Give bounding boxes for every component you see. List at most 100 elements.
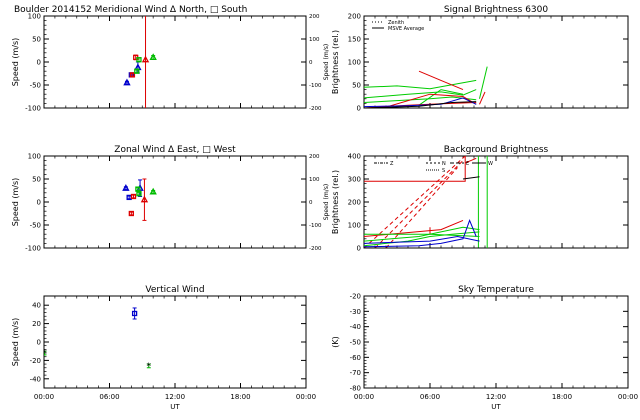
series-line (364, 219, 477, 248)
data-point-square (131, 310, 138, 317)
x-axis-label: UT (491, 403, 501, 411)
y-tick-label: 50 (32, 36, 41, 44)
series-line (364, 101, 477, 108)
panel-title: Zonal Wind Δ East, □ West (114, 145, 236, 155)
y-right-tick-label: -100 (309, 223, 322, 229)
series-line (364, 79, 477, 90)
y-tick-label: -50 (350, 339, 361, 347)
panel-title: Vertical Wind (145, 285, 204, 295)
y-right-tick-label: -200 (309, 106, 322, 112)
data-point-square (134, 68, 140, 74)
legend-label: W (488, 161, 493, 167)
data-point-triangle (141, 55, 150, 63)
y-axis-label: Speed (m/s) (11, 178, 20, 227)
y-tick-label: 100 (348, 222, 361, 230)
panel-signal: Signal Brightness 6300 200 150 100 50 0 Bright… (331, 5, 629, 113)
y-tick-label: 200 (348, 199, 361, 207)
y-tick-label: -100 (25, 245, 41, 253)
y-right-tick-label: 100 (309, 177, 320, 183)
y-right-tick-label: 100 (309, 37, 320, 43)
panel-skytemp: Sky Temperature-20-30-40-50-60-70-8000:0… (331, 285, 638, 411)
data-point-square (136, 191, 142, 197)
y-tick-label: -50 (30, 82, 41, 90)
data-point-square (130, 193, 137, 200)
x-tick-label: 18:00 (552, 393, 572, 401)
x-tick-label: 00:00 (34, 393, 54, 401)
panel-title: Sky Temperature (458, 285, 534, 295)
data-point-triangle (149, 53, 157, 61)
legend-label: N (442, 161, 446, 167)
series-line (418, 89, 464, 106)
y-tick-label: 150 (348, 36, 361, 44)
series-line (364, 226, 480, 242)
panel-title: Boulder 2014152 Meridional Wind Δ North,… (14, 5, 247, 15)
y-tick-label: 200 (348, 13, 361, 21)
y-tick-label: 100 (348, 59, 361, 67)
data-point-square (136, 57, 142, 63)
y-tick-label: 0 (357, 105, 361, 113)
data-layer (364, 66, 488, 108)
data-point-triangle (140, 195, 149, 203)
y-tick-label: 20 (32, 320, 41, 328)
y-tick-label: 40 (32, 302, 41, 310)
y-right-tick-label: 0 (309, 60, 313, 66)
panel-title: Signal Brightness 6300 (444, 5, 548, 15)
data-layer (122, 178, 157, 221)
x-tick-label: 12:00 (486, 393, 506, 401)
data-layer (123, 16, 157, 108)
series-line (364, 89, 477, 99)
y-tick-label: -20 (30, 357, 41, 365)
y-right-axis-label: Speed (m/s) (323, 44, 330, 80)
series-line (364, 235, 480, 244)
y-tick-label: 0 (357, 245, 361, 253)
y-tick-label: -30 (350, 308, 361, 316)
y-axis-label: Brightness (rel.) (331, 170, 340, 234)
y-tick-label: 0 (37, 339, 41, 347)
x-tick-label: 00:00 (354, 393, 374, 401)
data-layer: ** (42, 307, 152, 372)
legend: Z NS E W (374, 161, 493, 174)
y-tick-label: -40 (30, 375, 41, 383)
data-point-star: * (42, 349, 47, 359)
y-right-tick-label: 200 (309, 14, 320, 20)
y-tick-label: -100 (25, 105, 41, 113)
series-line (479, 91, 486, 105)
y-right-tick-label: -100 (309, 83, 322, 89)
panel-background: Background Brightness 400 300 200 100 0 Bright… (331, 145, 629, 253)
y-tick-label: 50 (32, 176, 41, 184)
x-tick-label: 12:00 (165, 393, 185, 401)
y-tick-label: 100 (28, 153, 41, 161)
y-tick-label: 300 (348, 176, 361, 184)
y-axis-label: Speed (m/s) (11, 318, 20, 367)
y-right-axis-label: Speed (m/s) (323, 184, 330, 220)
legend-label: Z (390, 161, 394, 167)
y-tick-label: 400 (348, 153, 361, 161)
y-axis-label: Brightness (rel.) (331, 30, 340, 94)
legend-label: S (442, 168, 445, 174)
panel-zonal: Zonal Wind Δ East, □ West 100 50 0 -50 -100 20… (11, 145, 330, 253)
series-line (364, 97, 477, 108)
panel-title: Background Brightness (444, 145, 549, 155)
y-tick-label: -70 (350, 369, 361, 377)
panel-meridional: Boulder 2014152 Meridional Wind Δ North,… (11, 5, 330, 113)
x-tick-label: 18:00 (230, 393, 250, 401)
series-line (479, 66, 488, 99)
legend-label: E (466, 161, 469, 167)
series-line (364, 156, 466, 182)
x-tick-label: 00:00 (618, 393, 638, 401)
series-line (418, 70, 464, 91)
x-tick-label: 00:00 (296, 393, 316, 401)
y-tick-label: -60 (350, 354, 361, 362)
y-tick-label: -40 (350, 323, 361, 331)
y-tick-label: 0 (37, 59, 41, 67)
y-axis-label: (K) (331, 336, 340, 348)
series-line (364, 96, 477, 103)
series-line (385, 93, 477, 108)
data-point-triangle (123, 78, 131, 86)
data-point-triangle (122, 184, 130, 191)
series-line (462, 176, 480, 180)
y-axis-label: Speed (m/s) (11, 38, 20, 87)
data-point-square (129, 72, 136, 78)
